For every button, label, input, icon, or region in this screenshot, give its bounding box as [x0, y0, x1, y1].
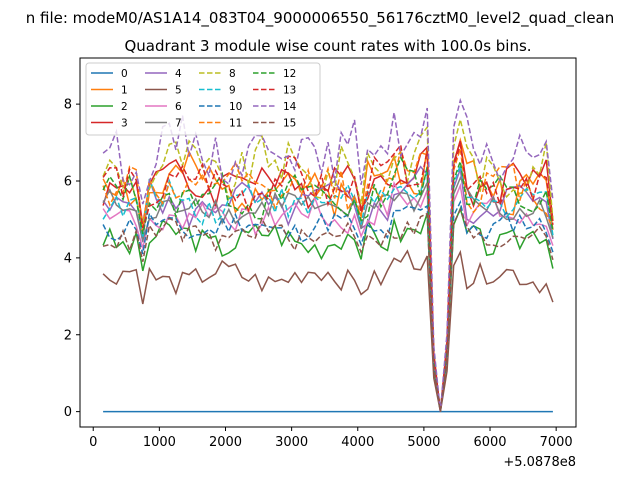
x-offset-label: +5.0878e8: [503, 455, 576, 470]
series-line-11: [102, 146, 554, 412]
legend-label-3: 3: [121, 118, 128, 130]
legend-label-11: 11: [229, 118, 242, 130]
y-tick-label: 0: [64, 405, 72, 420]
x-tick-label: 1000: [143, 435, 176, 450]
y-tick-label: 2: [64, 328, 72, 343]
series-line-13: [102, 143, 554, 412]
series-line-3: [102, 140, 554, 412]
x-tick-label: 6000: [473, 435, 506, 450]
legend-label-14: 14: [283, 101, 297, 113]
legend-label-8: 8: [229, 68, 236, 80]
legend-label-12: 12: [283, 68, 296, 80]
ticks-layer: 0 1000 2000 3000 4000 5000 6000 7000 0 2 4 6 8: [64, 98, 573, 450]
x-tick-label: 0: [89, 435, 97, 450]
legend-label-9: 9: [229, 85, 236, 97]
series-line-15: [102, 207, 554, 412]
legend-label-7: 7: [175, 118, 182, 130]
series-line-8: [102, 119, 554, 412]
y-tick-label: 4: [64, 251, 72, 266]
series-line-5: [102, 249, 554, 412]
legend-label-15: 15: [283, 118, 296, 130]
series-line-4: [102, 165, 554, 412]
figure-suptitle: n file: modeM0/AS1A14_083T04_9000006550_…: [26, 9, 615, 28]
series-line-2: [102, 206, 554, 412]
plot-frame: [79, 57, 577, 428]
y-tick-label: 8: [64, 98, 72, 113]
series-line-10: [102, 199, 554, 412]
legend-label-0: 0: [121, 68, 128, 80]
y-tick-label: 6: [64, 175, 72, 190]
legend-label-1: 1: [121, 85, 128, 97]
series-layer: [102, 97, 554, 413]
legend-label-6: 6: [175, 101, 182, 113]
legend-label-13: 13: [283, 85, 296, 97]
legend-label-5: 5: [175, 85, 182, 97]
series-line-14: [102, 97, 554, 412]
x-tick-label: 3000: [275, 435, 308, 450]
series-line-12: [102, 155, 554, 412]
legend-box: [85, 62, 321, 136]
legend-label-4: 4: [175, 68, 182, 80]
x-tick-label: 5000: [407, 435, 440, 450]
x-tick-label: 2000: [209, 435, 242, 450]
legend-label-10: 10: [229, 101, 242, 113]
chart-title: Quadrant 3 module wise count rates with …: [124, 37, 531, 55]
legend-label-2: 2: [121, 101, 128, 113]
x-tick-label: 7000: [540, 435, 573, 450]
x-tick-label: 4000: [341, 435, 374, 450]
